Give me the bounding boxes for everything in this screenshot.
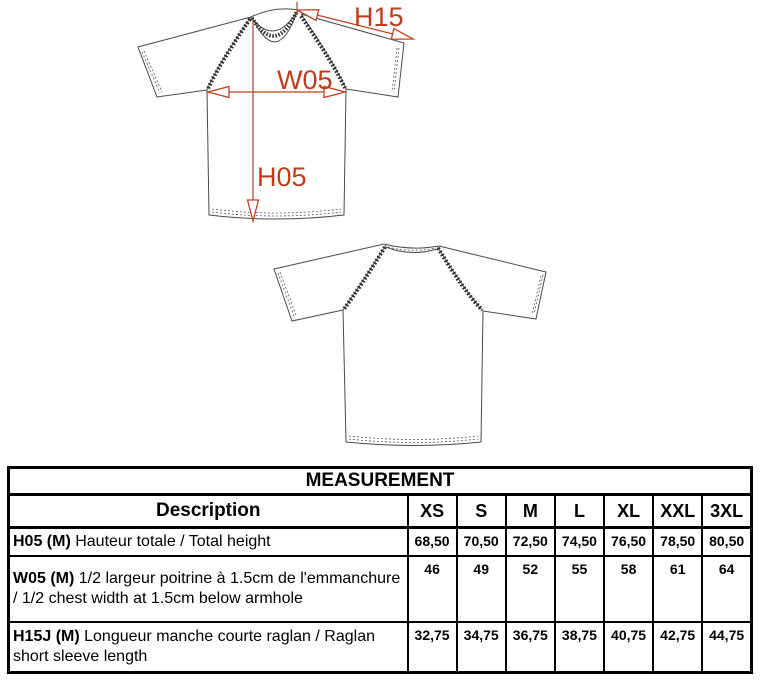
front-hem-stitch [211,208,342,214]
measurement-value: 44,75 [701,621,753,673]
measure-code: W05 (M) [13,570,75,587]
measure-code: H05 (M) [13,533,71,550]
arrowhead-icon [323,85,348,99]
front-collar-top-edge [250,8,299,18]
front-left-cuff-stitch [143,50,163,93]
table-row-w05: W05 (M) 1/2 largeur poitrine à 1.5cm de … [7,555,753,623]
table-title: MEASUREMENT [7,466,753,496]
measurement-value: 49 [455,555,507,623]
measurement-value: 32,75 [406,621,458,673]
front-right-cuff-stitch [393,47,400,93]
back-hem-stitch [348,435,479,440]
table-row-h15j: H15J (M) Longueur manche courte raglan /… [7,621,753,673]
h15-label: H15 [354,2,404,32]
column-header-size-xs: XS [406,493,458,529]
column-header-size-3xl: 3XL [701,493,753,529]
table-title-row: MEASUREMENT [7,466,753,496]
measure-text: Longueur manche courte raglan / Raglan s… [13,627,375,665]
front-left-raglan-stitching [206,17,252,90]
h05-label: H05 [257,162,307,192]
back-collar-band [385,246,438,253]
measurement-value: 52 [504,555,556,623]
measurement-value: 58 [603,555,655,623]
table-row-h05: H05 (M) Hauteur totale / Total height 68… [7,526,753,557]
measurement-value: 61 [652,555,704,623]
column-header-size-l: L [553,493,606,529]
front-collar-band [252,11,298,43]
measurement-value: 38,75 [553,621,606,673]
h05-dimension: H05 [246,19,307,224]
front-right-sleeve [300,13,405,98]
back-right-cuff-stitch [533,274,544,315]
back-right-cuff-stitch [531,275,542,316]
back-view-drawing [273,243,547,446]
w05-dimension: W05 [205,65,348,99]
back-right-raglan-stitching [436,246,484,312]
arrowhead-icon [390,27,416,40]
measurement-value: 76,50 [603,526,655,557]
back-left-raglan-stitching [342,245,387,311]
column-header-description: Description [7,493,409,529]
back-hem-stitch [348,438,479,443]
front-left-cuff-stitch [141,51,161,94]
measurement-table-container: MEASUREMENT Description XS S M L XL XXL … [7,466,753,674]
arrowhead-icon [246,199,260,224]
tshirt-technical-drawing: H15 W05 H05 [137,2,547,446]
back-right-sleeve [438,245,547,320]
column-header-size-m: M [504,493,556,529]
front-collar-ribbing [250,10,299,38]
column-header-size-s: S [455,493,507,529]
row-description: W05 (M) 1/2 largeur poitrine à 1.5cm de … [7,555,409,623]
row-description: H15J (M) Longueur manche courte raglan /… [7,621,409,673]
back-body [342,309,484,446]
measure-text: Hauteur totale / Total height [70,533,271,550]
column-header-size-xl: XL [603,493,655,529]
front-right-cuff-stitch [391,47,398,93]
table-header-row: Description XS S M L XL XXL 3XL [7,493,753,529]
front-neck-opening [250,9,299,32]
front-body [206,88,347,220]
measure-code: H15J (M) [13,627,80,645]
back-collar-top-edge [383,243,440,249]
h15-dimension: H15 [294,2,416,40]
measurement-value: 72,50 [504,526,556,557]
measurement-value: 80,50 [701,526,753,557]
arrowhead-icon [294,9,320,22]
measurement-value: 34,75 [455,621,507,673]
size-guide-diagram: H15 W05 H05 [137,2,547,446]
row-description: H05 (M) Hauteur totale / Total height [7,526,409,557]
front-view-drawing [137,8,405,220]
back-collar-stitch [387,246,437,251]
front-right-raglan-stitching [299,14,347,89]
front-left-sleeve [137,16,252,98]
measurement-value: 42,75 [652,621,704,673]
measurement-table: MEASUREMENT Description XS S M L XL XXL … [7,466,753,674]
back-left-sleeve [273,243,385,322]
measure-text: 1/2 largeur poitrine à 1.5cm de l'emmanc… [13,570,401,607]
measurement-value: 55 [553,555,606,623]
measurement-value: 70,50 [455,526,507,557]
arrowhead-icon [205,85,230,99]
measurement-value: 40,75 [603,621,655,673]
column-header-size-xxl: XXL [652,493,704,529]
measurement-value: 36,75 [504,621,556,673]
measurement-value: 78,50 [652,526,704,557]
measurement-value: 74,50 [553,526,606,557]
measurement-value: 64 [701,555,753,623]
back-left-cuff-stitch [277,272,295,317]
measurement-value: 46 [406,555,458,623]
w05-label: W05 [277,65,333,95]
front-hem-stitch [211,211,342,217]
measurement-value: 68,50 [406,526,458,557]
